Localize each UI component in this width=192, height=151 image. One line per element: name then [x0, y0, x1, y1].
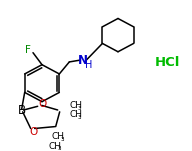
- Text: CH: CH: [49, 141, 62, 151]
- Text: H: H: [85, 60, 93, 70]
- Text: ₃: ₃: [58, 143, 61, 151]
- Text: N: N: [78, 54, 88, 67]
- Text: CH: CH: [52, 132, 65, 141]
- Text: F: F: [25, 45, 31, 55]
- Text: CH: CH: [70, 110, 83, 119]
- Text: O: O: [39, 98, 47, 109]
- Text: ₃: ₃: [61, 134, 64, 143]
- Text: ₃: ₃: [78, 112, 81, 121]
- Text: O: O: [30, 127, 38, 137]
- Text: CH: CH: [70, 101, 83, 110]
- Text: B: B: [18, 104, 26, 117]
- Text: ₃: ₃: [78, 103, 81, 112]
- Text: HCl: HCl: [154, 56, 180, 69]
